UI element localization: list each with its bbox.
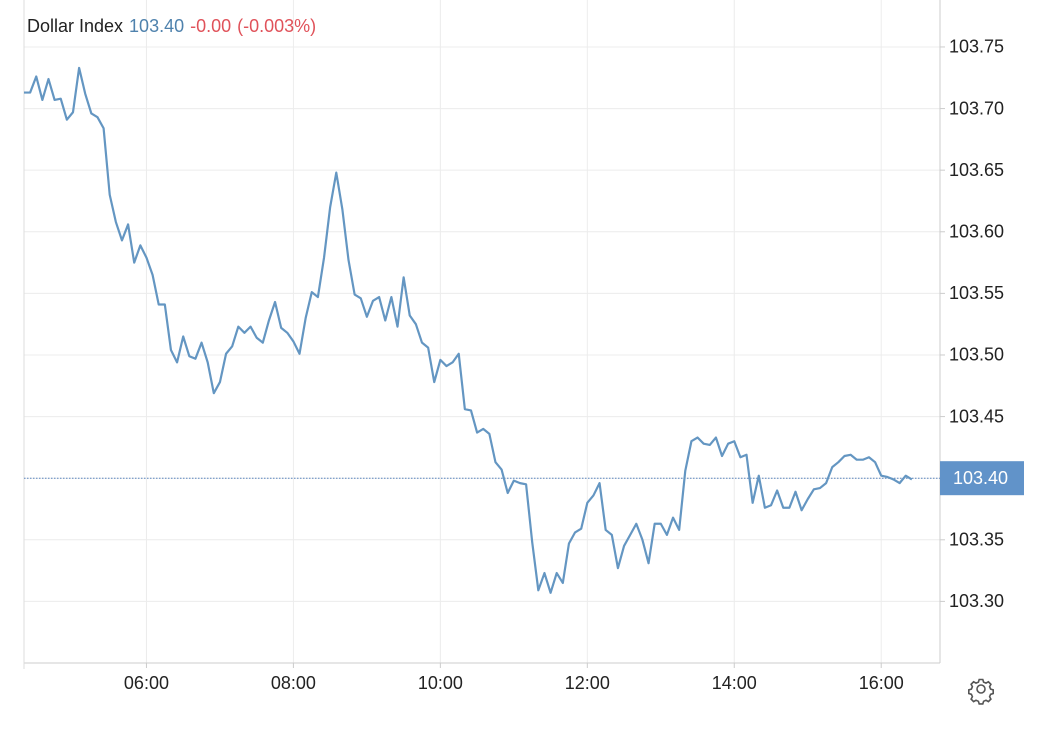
x-tick-label: 06:00 (124, 673, 169, 693)
y-tick-label: 103.35 (949, 530, 1004, 550)
y-tick-label: 103.60 (949, 222, 1004, 242)
y-tick-label: 103.45 (949, 406, 1004, 426)
change-pct: (-0.003%) (237, 16, 317, 36)
x-tick-label: 12:00 (565, 673, 610, 693)
y-tick-label: 103.50 (949, 345, 1004, 365)
last-price-label: 103.40 (953, 468, 1008, 488)
change: -0.00 (190, 16, 232, 36)
title: Dollar Index (27, 16, 124, 36)
y-tick-label: 103.75 (949, 37, 1004, 57)
x-tick-label: 10:00 (418, 673, 463, 693)
y-tick-label: 103.30 (949, 591, 1004, 611)
x-tick-label: 08:00 (271, 673, 316, 693)
price-line (24, 66, 913, 594)
last-price-tag (940, 461, 1024, 496)
y-tick-label: 103.70 (949, 98, 1004, 118)
x-tick-label: 16:00 (859, 673, 904, 693)
header: Dollar Index 103.40 -0.00 (-0.003%) (27, 16, 322, 37)
y-tick-label: 103.65 (949, 160, 1004, 180)
price: 103.40 (129, 16, 185, 36)
x-tick-label: 14:00 (712, 673, 757, 693)
settings-icon[interactable] (968, 678, 994, 705)
y-tick-label: 103.55 (949, 283, 1004, 303)
